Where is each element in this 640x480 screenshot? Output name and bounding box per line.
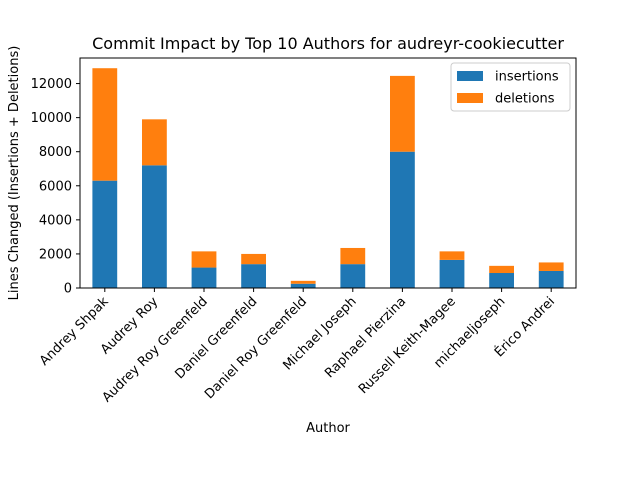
y-axis: 0 2000 4000 6000 8000 10000 12000: [31, 77, 80, 297]
legend: insertions deletions: [450, 62, 571, 112]
y-axis-label: Lines Changed (Insertions + Deletions): [7, 46, 22, 301]
x-tick-label-0: Andrey Shpak: [37, 294, 112, 369]
bar-insertions-8: [489, 273, 514, 288]
bar-deletions-1: [142, 119, 167, 166]
x-tick-label-7: Russell Keith-Magee: [356, 294, 459, 397]
legend-swatch-insertions: [457, 71, 483, 81]
bar-deletions-6: [390, 75, 415, 152]
bar-deletions-0: [92, 68, 118, 181]
bar-deletions-2: [191, 251, 217, 268]
y-tick-label-2: 4000: [39, 213, 72, 228]
bars-group: [92, 68, 564, 288]
bar-deletions-8: [489, 265, 514, 274]
legend-label-deletions: deletions: [495, 92, 555, 107]
bar-insertions-5: [340, 264, 366, 288]
chart-title: Commit Impact by Top 10 Authors for audr…: [92, 34, 564, 53]
bar-deletions-9: [538, 262, 564, 271]
legend-swatch-deletions: [457, 93, 483, 103]
bar-deletions-5: [340, 247, 366, 265]
bar-deletions-7: [439, 251, 465, 260]
bar-insertions-0: [92, 180, 118, 288]
legend-label-insertions: insertions: [495, 70, 559, 85]
y-tick-label-0: 0: [64, 282, 72, 297]
bar-insertions-4: [290, 283, 316, 288]
bar-insertions-7: [439, 259, 465, 288]
bar-insertions-1: [142, 165, 167, 288]
bar-deletions-4: [290, 280, 316, 284]
y-tick-label-1: 2000: [39, 247, 72, 262]
plot-frame: [79, 57, 577, 289]
bar-insertions-2: [191, 267, 217, 288]
bar-insertions-3: [241, 264, 266, 288]
bar-insertions-6: [390, 151, 415, 288]
y-tick-label-5: 10000: [31, 111, 72, 126]
bar-deletions-3: [241, 253, 266, 265]
x-axis-label: Author: [306, 421, 350, 436]
y-tick-label-3: 6000: [39, 179, 72, 194]
bar-insertions-9: [538, 270, 564, 288]
y-tick-label-6: 12000: [31, 77, 72, 92]
y-tick-label-4: 8000: [39, 145, 72, 160]
